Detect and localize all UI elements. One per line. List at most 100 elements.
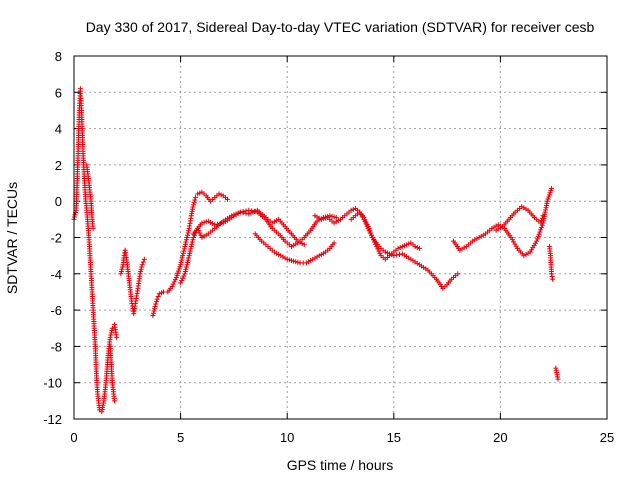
data-point-seg-g — [183, 266, 189, 272]
data-point-seg-n — [550, 276, 556, 282]
data-point-seg-f — [181, 248, 187, 254]
data-point-seg-l — [536, 231, 542, 237]
data-point-seg-g — [333, 215, 339, 221]
data-point-seg-k — [391, 253, 397, 259]
data-point-seg-l — [535, 234, 541, 240]
data-point-seg-g — [182, 271, 188, 277]
y-tick-label: -4 — [50, 267, 62, 282]
data-point-seg-f — [183, 239, 189, 245]
data-point-seg-h — [237, 209, 243, 215]
data-point-seg-f — [172, 277, 178, 283]
data-point-seg-f — [181, 246, 187, 252]
data-point-seg-f — [171, 279, 177, 285]
data-point-seg-f — [178, 259, 184, 265]
data-point-seg-f — [150, 313, 156, 319]
data-point-seg-n — [549, 274, 555, 280]
data-point-seg-d — [90, 225, 96, 231]
y-tick-label: 8 — [55, 49, 62, 64]
data-point-seg-g — [190, 237, 196, 243]
data-point-seg-j — [376, 248, 382, 254]
data-point-seg-e — [138, 266, 144, 272]
data-point-seg-g — [179, 278, 185, 284]
data-point-seg-f — [154, 296, 160, 302]
data-point-seg-n — [549, 271, 555, 277]
data-point-seg-g — [178, 280, 184, 286]
data-point-seg-f — [153, 299, 159, 305]
data-point-seg-e — [118, 271, 124, 277]
data-point-seg-g — [182, 269, 188, 275]
data-point-seg-b — [107, 334, 113, 340]
data-point-seg-e — [139, 264, 145, 270]
data-point-seg-o — [555, 376, 561, 382]
data-point-seg-h — [243, 210, 249, 216]
data-point-seg-k — [368, 230, 374, 236]
data-point-seg-e — [138, 269, 144, 275]
data-point-seg-f — [155, 293, 161, 299]
data-point-seg-h — [240, 210, 246, 216]
data-point-seg-b — [109, 325, 115, 331]
data-point-seg-f — [183, 237, 189, 243]
data-point-seg-e — [120, 264, 126, 270]
y-axis-label: SDTVAR / TECUs — [4, 182, 20, 294]
grid-layer — [74, 56, 607, 419]
data-point-seg-l — [537, 229, 543, 235]
data-point-seg-l — [534, 236, 540, 242]
data-point-seg-f — [179, 257, 185, 263]
data-point-seg-k — [362, 217, 368, 223]
data-point-seg-i — [331, 240, 337, 246]
data-point-seg-f — [161, 289, 167, 295]
data-point-seg-k — [365, 224, 371, 230]
data-point-seg-f — [152, 303, 158, 309]
data-point-seg-h — [198, 232, 204, 238]
data-point-seg-h — [196, 228, 202, 234]
data-point-seg-b — [108, 332, 114, 338]
data-point-seg-l — [538, 227, 544, 233]
data-point-seg-k — [396, 251, 402, 257]
y-tick-label: 0 — [55, 194, 62, 209]
data-point-seg-f — [151, 306, 157, 312]
data-point-seg-f — [190, 202, 196, 208]
data-point-seg-l — [534, 238, 540, 244]
chart-title: Day 330 of 2017, Sidereal Day-to-day VTE… — [86, 19, 595, 35]
data-point-seg-f — [193, 195, 199, 201]
data-point-seg-k — [363, 219, 369, 225]
data-point-seg-k — [455, 271, 461, 277]
data-point-seg-g — [184, 262, 190, 268]
data-point-seg-f — [150, 310, 156, 316]
y-tick-label: 6 — [55, 85, 62, 100]
data-point-seg-k — [364, 221, 370, 227]
x-tick-label: 25 — [600, 430, 614, 445]
data-point-seg-e — [139, 262, 145, 268]
data-point-seg-h — [197, 230, 203, 236]
data-point-seg-f — [225, 196, 231, 202]
data-point-seg-g — [189, 239, 195, 245]
data-point-seg-e — [137, 271, 143, 277]
data-point-seg-a — [72, 214, 78, 220]
data-point-seg-g — [186, 255, 192, 261]
data-point-seg-g — [181, 273, 187, 279]
y-tick-label: -10 — [43, 376, 62, 391]
data-point-seg-m — [538, 220, 544, 226]
data-point-seg-j — [377, 250, 383, 256]
data-point-seg-k — [366, 226, 372, 232]
x-tick-label: 10 — [280, 430, 294, 445]
y-tick-label: -8 — [50, 339, 62, 354]
data-point-seg-f — [191, 199, 197, 205]
data-point-seg-k — [369, 232, 375, 238]
data-point-seg-b — [108, 330, 114, 336]
y-tick-label: -12 — [43, 412, 62, 427]
x-tick-label: 5 — [177, 430, 184, 445]
y-tick-label: -2 — [50, 231, 62, 246]
data-point-seg-m — [539, 215, 545, 221]
y-tick-label: -6 — [50, 303, 62, 318]
data-point-seg-f — [179, 255, 185, 261]
x-tick-label: 0 — [70, 430, 77, 445]
data-point-seg-m — [540, 213, 546, 219]
data-point-seg-f — [151, 308, 157, 314]
data-point-seg-g — [186, 253, 192, 259]
data-point-seg-f — [192, 197, 198, 203]
data-point-seg-f — [186, 228, 192, 234]
data-point-seg-e — [141, 256, 147, 262]
